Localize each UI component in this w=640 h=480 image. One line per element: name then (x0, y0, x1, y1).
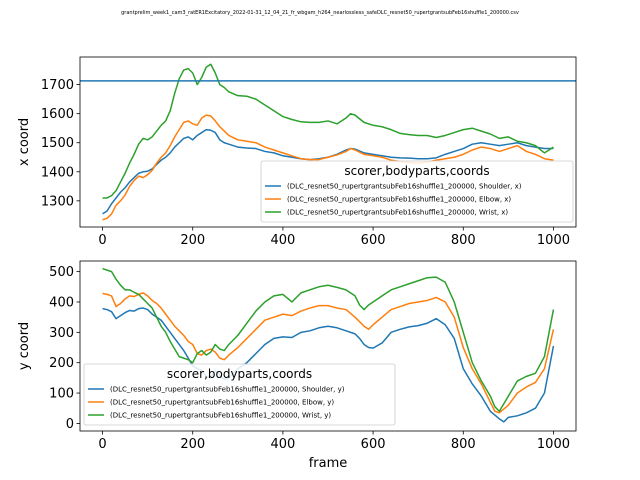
legend: scorer,bodyparts,coords (DLC_resnet50_rup… (83, 363, 396, 426)
y-tick-label: 1700 (41, 78, 74, 93)
legend-entry: (DLC_resnet50_rupertgrantsubFeb16shuffle… (110, 399, 334, 407)
legend-title: scorer,bodyparts,coords (344, 164, 489, 178)
x-tick-label: 1000 (537, 233, 570, 248)
x-tick-label: 0 (98, 233, 106, 248)
legend-box (260, 160, 574, 223)
x-tick-label: 800 (451, 437, 476, 452)
y-tick-label: 1300 (41, 194, 74, 209)
x-tick-label: 200 (180, 233, 205, 248)
axes-frame (79, 260, 577, 432)
y-tick-label: 1500 (41, 136, 74, 151)
x-tick-label: 1000 (537, 437, 570, 452)
legend-entry: (DLC_resnet50_rupertgrantsubFeb16shuffle… (287, 209, 508, 217)
legend-title: scorer,bodyparts,coords (167, 367, 312, 381)
y-tick-label: 100 (49, 387, 74, 402)
x-tick-label: 400 (270, 437, 295, 452)
x-coord-plot: 0 200 400 600 800 1000 1300 1400 1500 1600 1700 x c… (17, 56, 577, 248)
x-tick-label: 800 (451, 233, 476, 248)
series-line-1 (102, 114, 554, 221)
x-tick-label: 600 (361, 233, 386, 248)
y-tick-label: 1600 (41, 107, 74, 122)
legend-entry: (DLC_resnet50_rupertgrantsubFeb16shuffle… (287, 183, 522, 191)
y-axis-label: x coord (17, 118, 32, 166)
x-axis-label: frame (309, 456, 348, 471)
legend: scorer,bodyparts,coords (DLC_resnet50_rup… (260, 160, 574, 223)
y-tick-label: 300 (49, 326, 74, 341)
y-coord-plot: 0 200 400 600 800 1000 0 100 200 300 400 500 y coord… (17, 260, 577, 471)
x-tick-label: 600 (361, 437, 386, 452)
legend-entry: (DLC_resnet50_rupertgrantsubFeb16shuffle… (110, 386, 345, 394)
axes-frame (79, 56, 577, 228)
series-line-0 (102, 128, 554, 215)
series-line-1 (102, 292, 555, 414)
series-line-2 (102, 267, 555, 413)
legend-entry: (DLC_resnet50_rupertgrantsubFeb16shuffle… (110, 412, 331, 420)
x-tick-label: 200 (180, 437, 205, 452)
y-axis-label: y coord (17, 322, 32, 370)
y-tick-label: 200 (49, 356, 74, 371)
suptitle: grantprelim_week1_cam3_ratER1Excitatory_… (121, 10, 519, 16)
y-tick-label: 0 (66, 417, 74, 432)
legend-entry: (DLC_resnet50_rupertgrantsubFeb16shuffle… (287, 196, 511, 204)
y-tick-label: 400 (49, 295, 74, 310)
x-tick-label: 400 (270, 233, 295, 248)
series-line-0 (102, 307, 555, 423)
legend-box (83, 363, 396, 426)
y-tick-label: 500 (49, 265, 74, 280)
x-tick-label: 0 (98, 437, 106, 452)
series-line-2 (102, 63, 554, 199)
y-tick-label: 1400 (41, 165, 74, 180)
